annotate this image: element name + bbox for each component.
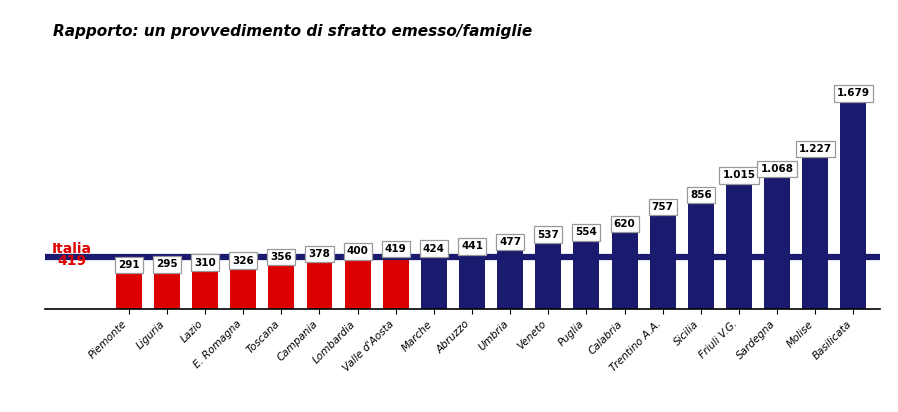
Text: 477: 477 [499, 237, 521, 247]
Text: 291: 291 [118, 260, 139, 270]
Text: 1.679: 1.679 [837, 89, 870, 98]
Bar [802, 157, 828, 309]
Bar [154, 273, 180, 309]
Bar [459, 255, 485, 309]
Text: 537: 537 [537, 229, 559, 239]
Text: 620: 620 [613, 219, 636, 229]
Text: 419: 419 [385, 244, 407, 254]
Text: 1.227: 1.227 [798, 144, 832, 154]
Text: 400: 400 [347, 246, 368, 256]
Bar [421, 257, 447, 309]
Text: 326: 326 [233, 255, 254, 266]
Bar [535, 243, 561, 309]
Bar [650, 215, 675, 309]
Text: 1.015: 1.015 [723, 171, 755, 180]
Bar [345, 260, 371, 309]
Text: Rapporto: un provvedimento di sfratto emesso/famiglie: Rapporto: un provvedimento di sfratto em… [53, 24, 533, 39]
Text: 856: 856 [690, 190, 712, 200]
Bar [269, 265, 295, 309]
Text: 378: 378 [309, 249, 330, 259]
Bar [612, 232, 638, 309]
Text: 295: 295 [156, 260, 178, 269]
Text: 757: 757 [652, 202, 674, 212]
Text: 441: 441 [461, 241, 483, 251]
Text: 356: 356 [270, 252, 292, 262]
Text: 424: 424 [423, 243, 445, 253]
Bar [230, 269, 256, 309]
Text: 310: 310 [194, 258, 216, 268]
Text: Italia: Italia [51, 242, 92, 256]
Bar [192, 271, 218, 309]
Bar [574, 241, 599, 309]
Bar [726, 184, 752, 309]
Text: 554: 554 [576, 227, 597, 237]
Text: 1.068: 1.068 [761, 164, 794, 174]
Bar [841, 101, 867, 309]
Text: 419: 419 [57, 254, 86, 268]
Bar [688, 203, 714, 309]
Bar [383, 257, 409, 309]
Bar [306, 262, 332, 309]
Bar [116, 273, 142, 309]
Bar [764, 177, 790, 309]
Bar [497, 250, 524, 309]
